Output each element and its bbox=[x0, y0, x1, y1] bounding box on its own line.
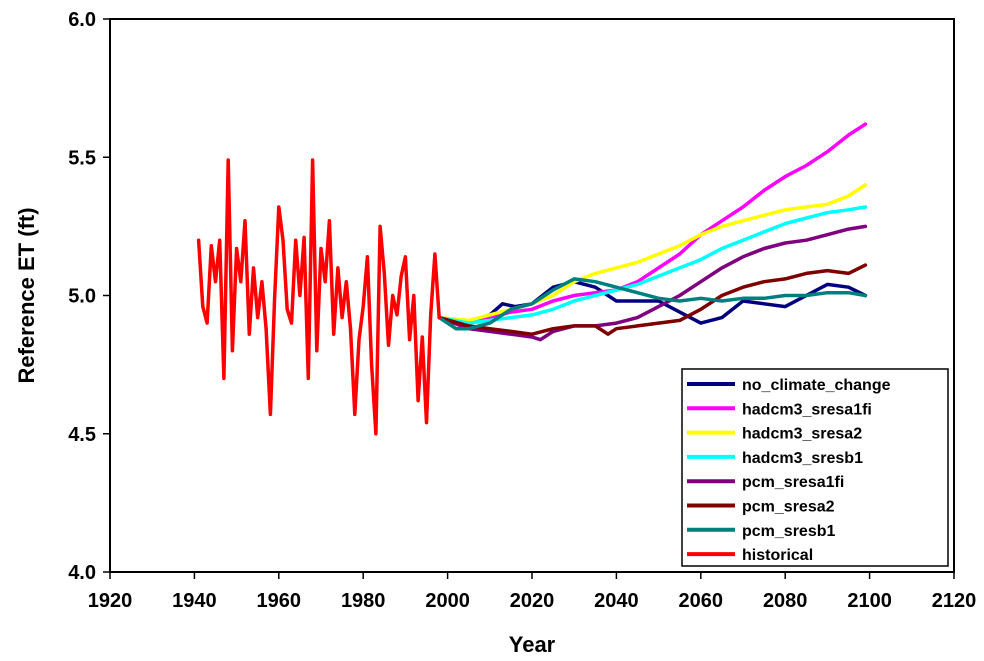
legend-label-no-climate-change: no_climate_change bbox=[742, 377, 891, 394]
x-tick-label: 2000 bbox=[425, 590, 470, 612]
series-line-pcm-sresa1fi bbox=[437, 224, 868, 342]
y-axis-title: Reference ET (ft) bbox=[14, 207, 39, 383]
y-tick-label: 6.0 bbox=[68, 9, 96, 31]
x-tick-label: 2120 bbox=[932, 590, 977, 612]
y-tick-label: 5.0 bbox=[68, 286, 96, 308]
legend: no_climate_change hadcm3_sresa1fi hadcm3_s… bbox=[681, 368, 949, 567]
series-line-hadcm3-sresb1 bbox=[437, 205, 868, 325]
series-line-historical bbox=[196, 158, 441, 436]
series-line-pcm-sresb1 bbox=[437, 277, 868, 331]
y-tick-label: 4.5 bbox=[68, 424, 96, 446]
legend-label-pcm-sresb1: pcm_sresb1 bbox=[742, 523, 835, 540]
y-tick-label: 4.0 bbox=[68, 562, 96, 584]
legend-label-hadcm3-sresb1: hadcm3_sresb1 bbox=[742, 450, 863, 467]
x-axis-title: Year bbox=[509, 632, 556, 657]
x-tick-label: 1980 bbox=[341, 590, 386, 612]
x-tick-label: 2040 bbox=[594, 590, 639, 612]
legend-items: no_climate_change hadcm3_sresa1fi hadcm3_s… bbox=[687, 377, 891, 564]
x-tick-label: 2020 bbox=[510, 590, 555, 612]
x-tick-label: 1940 bbox=[172, 590, 217, 612]
x-tick-label: 2080 bbox=[763, 590, 808, 612]
legend-label-hadcm3-sresa1fi: hadcm3_sresa1fi bbox=[742, 401, 872, 418]
x-tick-label: 1960 bbox=[257, 590, 302, 612]
series-line-pcm-sresa2 bbox=[437, 263, 868, 336]
legend-label-historical: historical bbox=[742, 547, 813, 564]
x-tick-label: 2100 bbox=[847, 590, 892, 612]
series-line-hadcm3-sresa1fi bbox=[437, 122, 868, 325]
legend-label-pcm-sresa2: pcm_sresa2 bbox=[742, 499, 835, 516]
legend-label-hadcm3-sresa2: hadcm3_sresa2 bbox=[742, 426, 862, 443]
axes: 1920 1940 1960 1980 2000 2020 2040 2060 2080 2100… bbox=[68, 9, 976, 612]
legend-label-pcm-sresa1fi: pcm_sresa1fi bbox=[742, 474, 844, 491]
x-tick-label: 2060 bbox=[679, 590, 724, 612]
series-line-no-climate-change bbox=[437, 279, 868, 325]
y-tick-label: 5.5 bbox=[68, 147, 96, 169]
series-layer bbox=[196, 122, 868, 436]
x-tick-label: 1920 bbox=[88, 590, 133, 612]
legend-box bbox=[681, 368, 949, 567]
